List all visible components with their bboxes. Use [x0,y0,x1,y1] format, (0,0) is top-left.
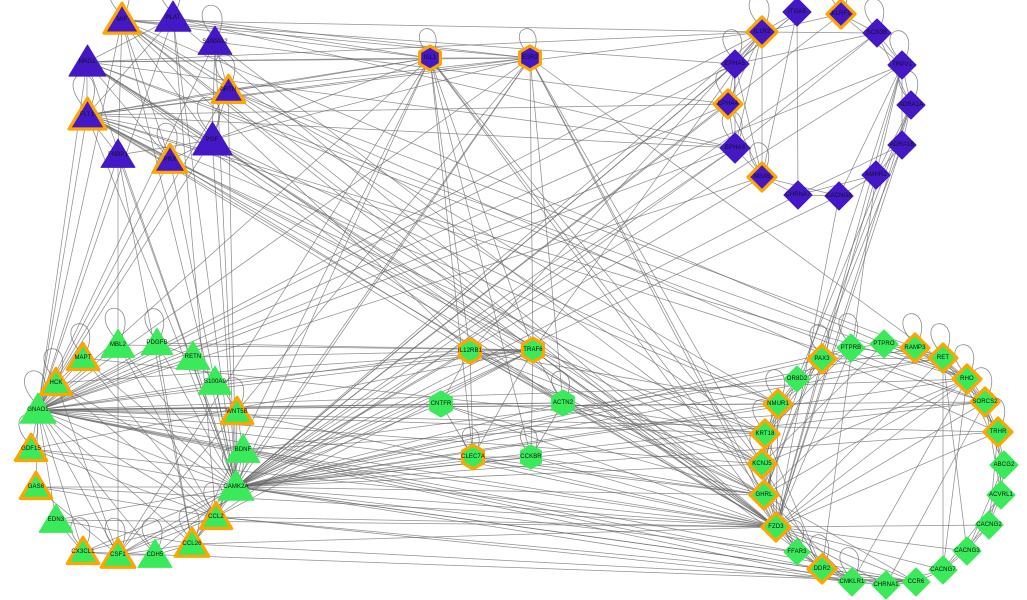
diamond-node-shape [712,88,744,120]
hexagon-node-shape [521,336,545,364]
triangle-node-shape [66,96,108,131]
diamond-node-shape [806,343,838,375]
diamond-node-shape [745,15,779,49]
diamond-node-shape [762,388,794,420]
diamond-node-shape [836,333,866,363]
triangle-node-shape [225,433,261,463]
triangle-node-shape [137,538,173,568]
hexagon-node-shape [520,444,542,470]
diamond-node-shape [901,567,931,597]
diamond-node-shape [969,386,1001,418]
hexagon-node-shape [458,337,482,365]
hexagon-node-shape [518,44,542,72]
diamond-node-shape [887,130,917,160]
triangle-node-shape [65,341,101,372]
triangle-node-shape [140,327,174,356]
diamond-node-shape [782,0,812,27]
triangle-node-shape [219,395,255,426]
triangle-node-shape [198,500,234,531]
diamond-node-shape [896,90,926,120]
diamond-node-shape [989,450,1019,480]
diamond-node-shape [974,510,1004,540]
diamond-node-shape [837,567,867,597]
triangle-node-shape [99,537,137,569]
diamond-node-shape [982,416,1014,448]
diamond-node-shape [760,511,792,543]
diamond-node-shape [749,418,781,450]
hexagon-node-shape [551,389,575,417]
diamond-node-shape [783,180,813,210]
triangle-node-shape [102,1,142,35]
diamond-node-shape [719,132,751,164]
diamond-node-shape [746,161,778,193]
triangle-node-shape [38,366,74,397]
triangle-node-shape [191,121,233,155]
diamond-node-shape [928,555,958,585]
triangle-node-shape [67,44,107,77]
diamond-node-shape [869,329,899,359]
triangle-node-shape [100,328,136,358]
diamond-node-shape [825,0,857,30]
triangle-node-shape [175,340,211,370]
diamond-node-shape [720,49,750,79]
diamond-node-shape [871,570,901,600]
hexagon-node-shape [429,390,453,418]
diamond-node-shape [986,480,1016,510]
triangle-node-shape [13,432,49,463]
triangle-node-shape [154,0,192,32]
diamond-node-shape [951,363,983,395]
triangle-node-shape [217,469,255,501]
diamond-node-shape [748,479,780,511]
diamond-node-shape [862,18,892,48]
triangle-node-shape [210,73,246,104]
triangle-node-shape [197,365,233,395]
diamond-node-shape [952,536,982,566]
triangle-node-shape [38,503,74,533]
diamond-node-shape [746,448,778,480]
triangle-node-shape [173,526,211,558]
triangle-node-shape [65,535,101,566]
diamond-node-shape [783,538,811,566]
hexagon-node-shape [418,44,442,72]
diamond-node-shape [806,553,838,585]
diamond-node-shape [824,181,854,211]
triangle-node-shape [19,392,57,424]
triangle-node-shape [18,470,54,501]
hexagon-node-shape [461,443,485,471]
triangle-node-shape [197,25,233,55]
diamond-node-shape [783,365,811,393]
triangle-node-shape [151,142,189,174]
diamond-node-shape [899,332,931,364]
diamond-node-shape [861,160,891,190]
diamond-node-shape [887,50,917,80]
diamond-node-shape [927,342,959,374]
triangle-node-shape [100,138,136,168]
